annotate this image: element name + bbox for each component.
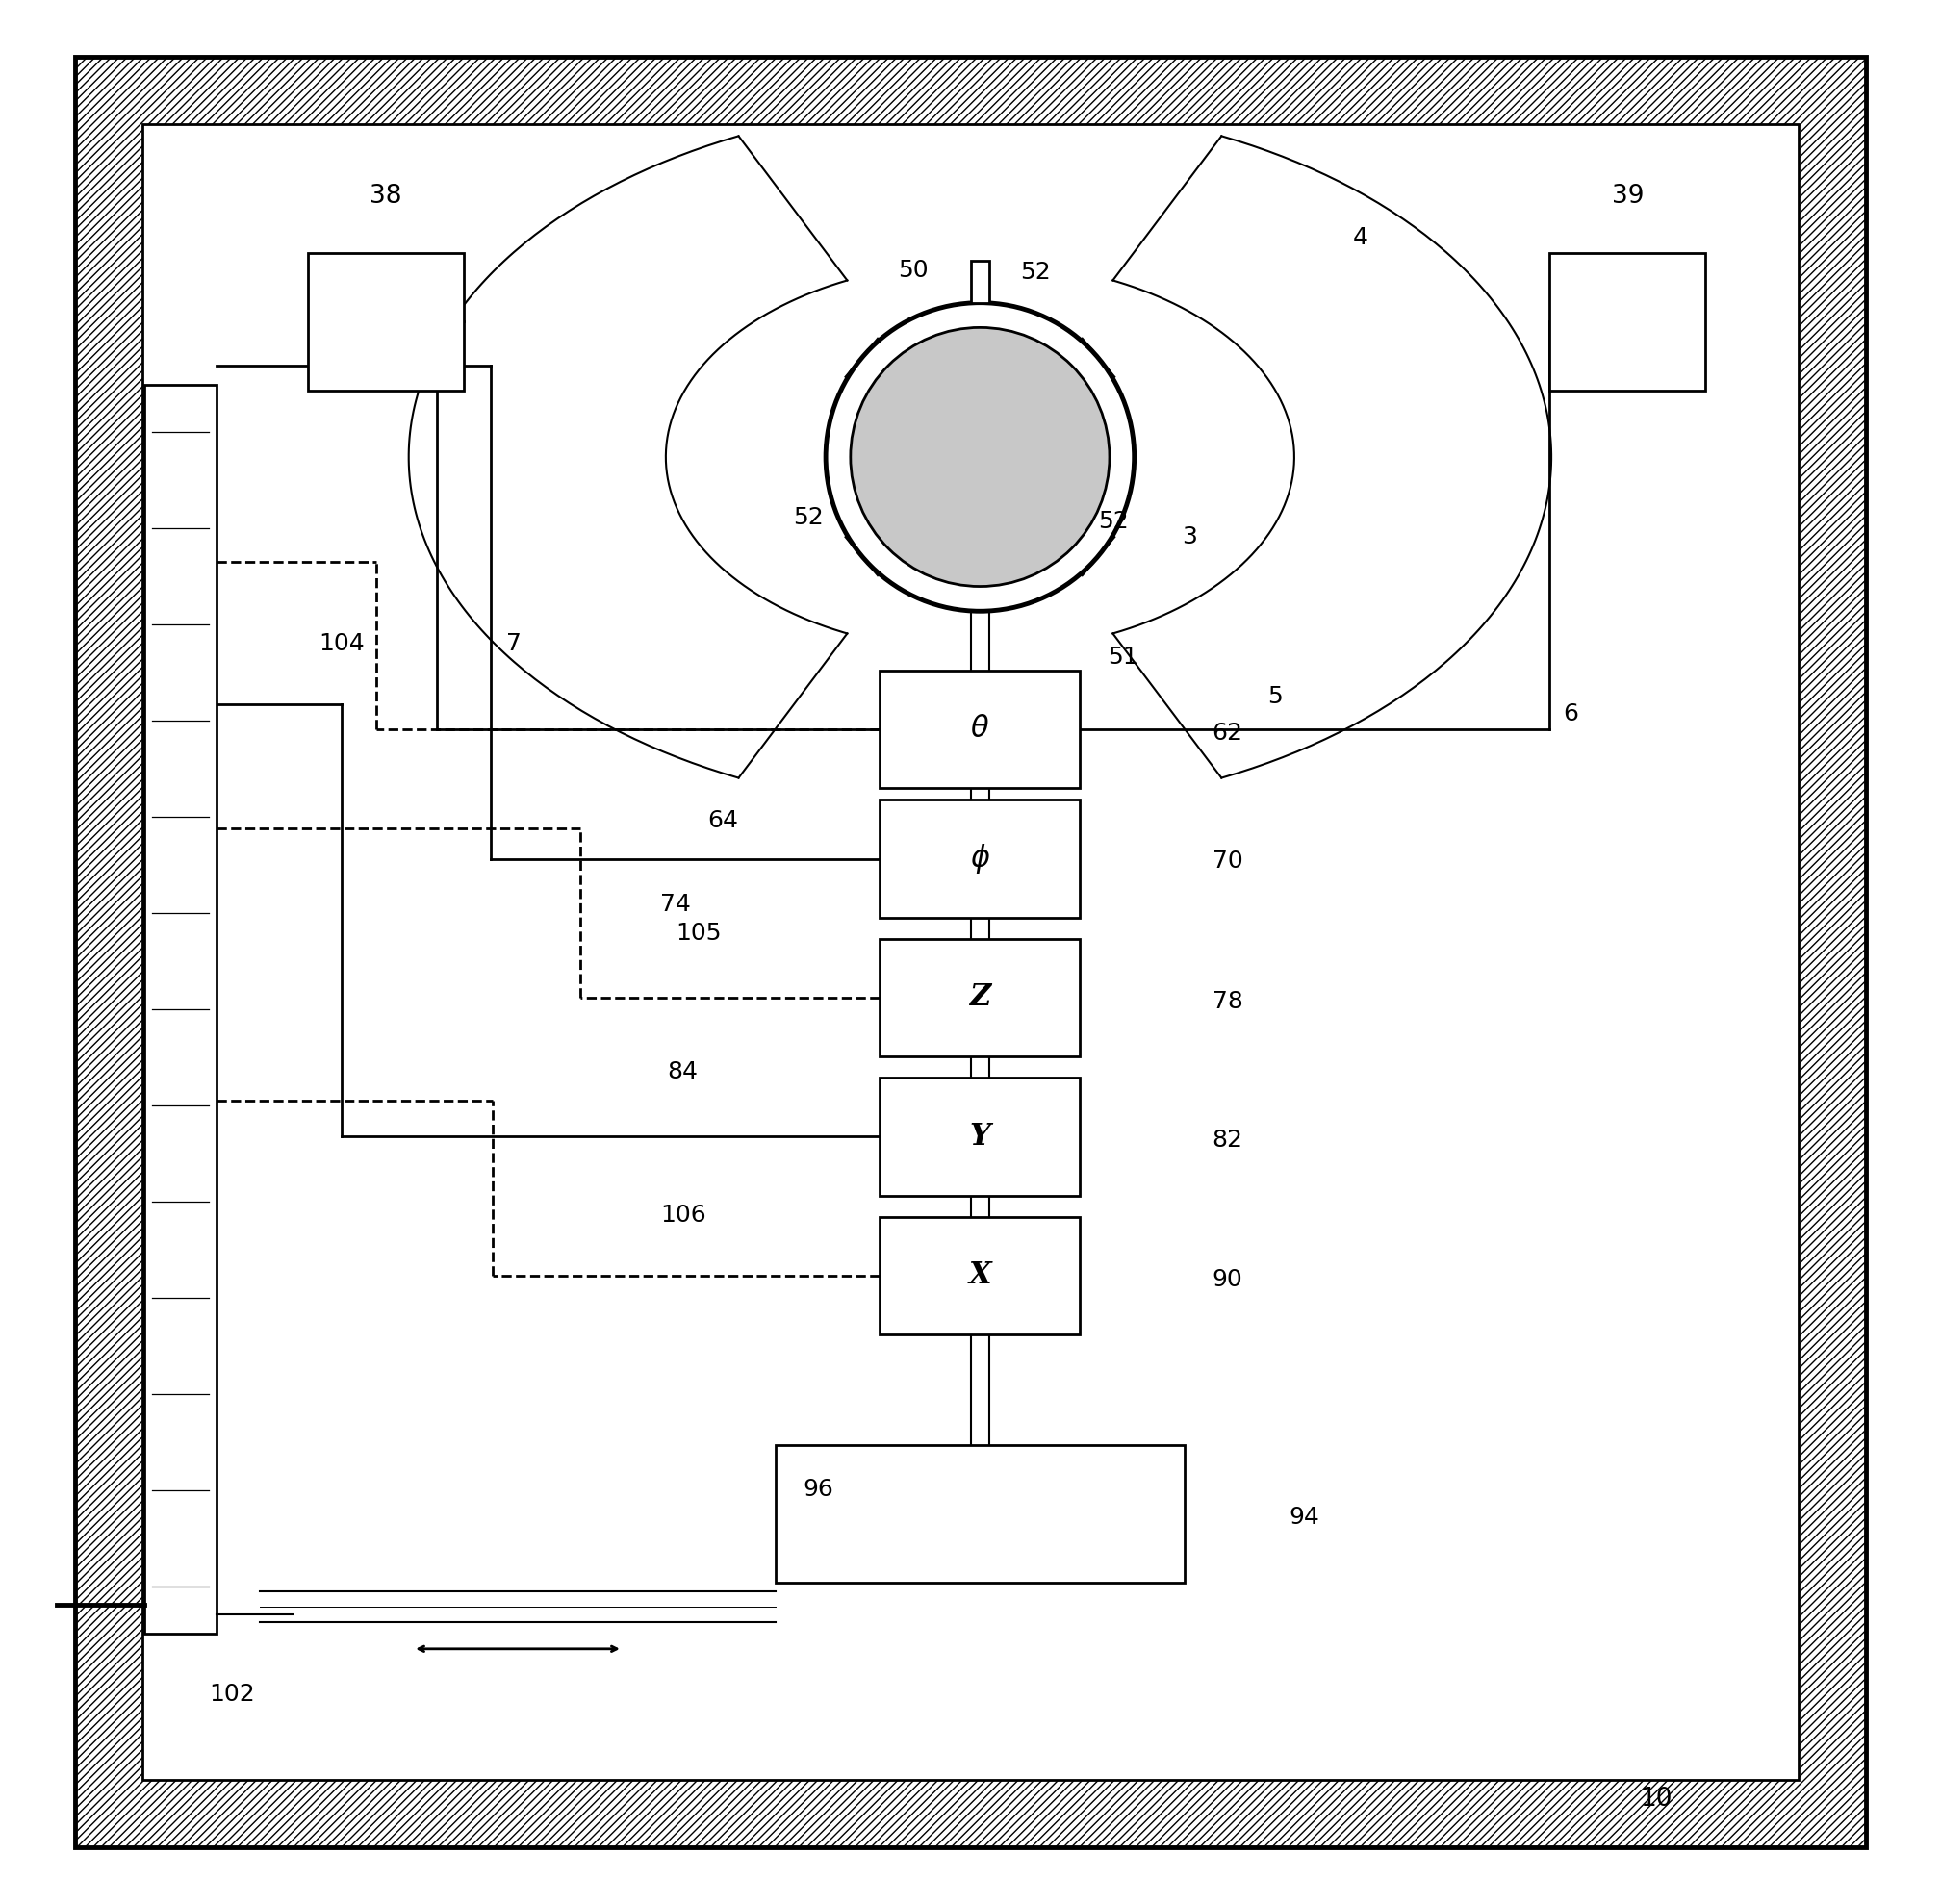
Text: $\phi$: $\phi$ [970,842,990,876]
Bar [309,253,464,390]
Text: 5: 5 [1267,685,1283,708]
Text: Y: Y [970,1121,990,1152]
Text: 84: 84 [668,1061,699,1083]
Circle shape [850,327,1110,586]
Text: 4: 4 [1353,227,1368,249]
Bar [970,261,990,303]
Bar [879,1078,1079,1196]
Text: 104: 104 [318,632,365,655]
Text: 74: 74 [660,893,691,916]
Text: 96: 96 [804,1478,833,1500]
Text: 105: 105 [675,922,720,944]
Text: 94: 94 [1289,1506,1320,1529]
Text: 52: 52 [794,506,823,529]
Text: 106: 106 [660,1203,707,1226]
Text: 52: 52 [1099,510,1128,533]
Text: 90: 90 [1213,1268,1242,1291]
Bar [879,939,1079,1057]
Text: 64: 64 [708,809,738,832]
Text: 50: 50 [899,259,928,282]
Text: 70: 70 [1213,849,1242,872]
Text: 62: 62 [1213,722,1242,744]
Bar [1549,253,1706,390]
Bar [879,1217,1079,1335]
Text: 3: 3 [1182,526,1198,548]
Text: 10: 10 [1640,1786,1673,1813]
Bar [879,670,1079,788]
Text: 7: 7 [507,632,520,655]
Text: 39: 39 [1611,183,1644,209]
Text: 38: 38 [369,183,402,209]
Text: 51: 51 [1108,645,1137,668]
Bar [774,1445,1184,1582]
Text: $\theta$: $\theta$ [970,714,990,744]
Text: Z: Z [969,982,990,1013]
Text: 82: 82 [1213,1129,1242,1152]
Bar [142,124,1799,1780]
Text: X: X [969,1260,992,1291]
Bar [144,385,215,1634]
Bar [142,124,1799,1780]
Text: 78: 78 [1213,990,1242,1013]
Circle shape [825,303,1134,611]
Bar [879,800,1079,918]
Text: 102: 102 [208,1683,254,1706]
Text: 52: 52 [1019,261,1050,284]
Text: 6: 6 [1563,703,1578,725]
